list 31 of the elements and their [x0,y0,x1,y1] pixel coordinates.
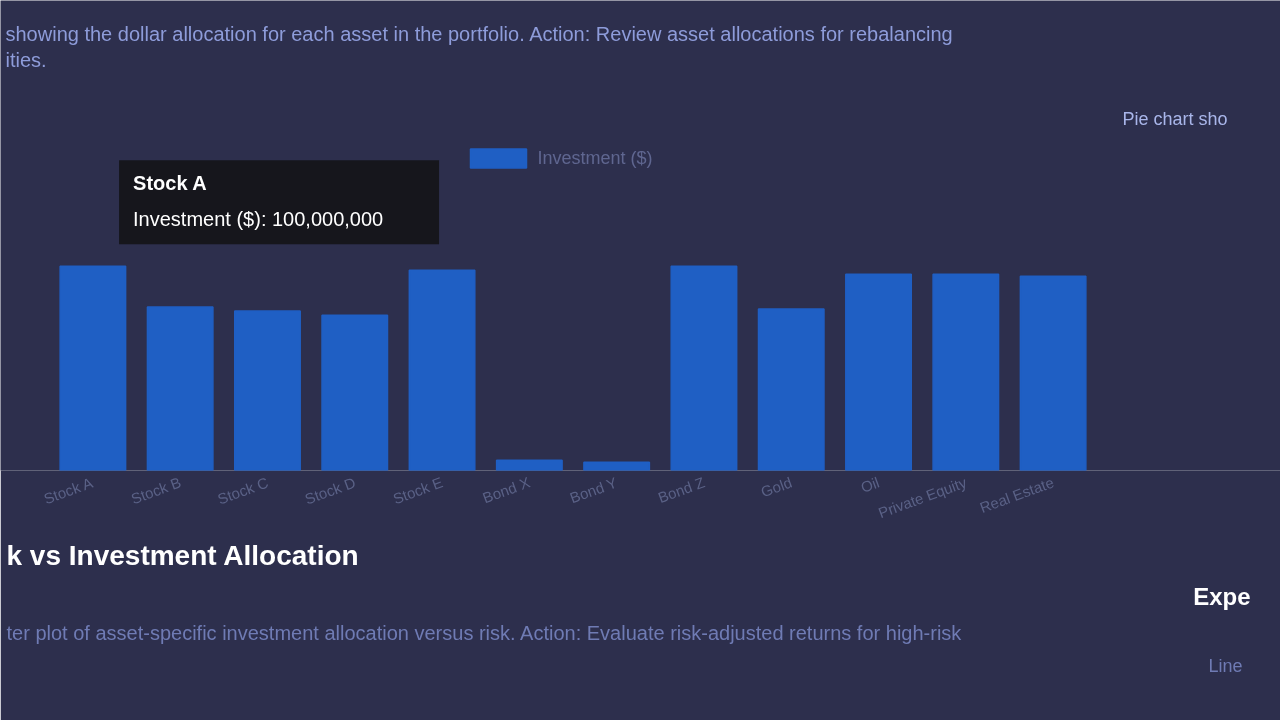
bar [670,265,738,471]
x-tick-label: Stock E [390,473,445,508]
x-tick-label: Real Estate [977,473,1057,517]
text: Expe [1193,582,1251,610]
text: Pie chart sho [1122,108,1228,129]
bar [408,269,476,471]
x-tick-label: Gold [758,473,795,501]
x-tick-label: Bond Y [567,473,620,507]
x-tick-label: Stock A [41,473,96,508]
text: Line [1208,655,1243,676]
bar [321,314,389,471]
legend-label: Investment ($) [537,147,653,169]
chart-subtitle: showing the dollar allocation for each asset in the portfolio. Action: Review asset allocations for rebalancing ities. [5,22,953,71]
bar [1019,275,1087,471]
x-tick-label: Stock D [302,473,358,508]
x-tick-label: Stock C [215,473,271,508]
annotation: Stock A Investment ($): 100,000,000 [133,172,384,231]
bar [757,308,825,471]
text: ter plot of asset-specific investment allocation versus risk. Action: Evaluate risk-adjusted returns for high-risk [6,621,963,644]
bar [146,306,214,471]
bar [932,273,1000,471]
bar [495,459,563,471]
x-tick-label: Bond Z [655,473,707,507]
x-tick-label: Stock B [128,473,184,508]
bar [845,273,913,471]
text: k vs Investment Allocation [6,539,359,571]
bar [583,461,651,471]
x-tick-label: Oil [858,473,882,496]
bar [233,310,301,471]
bar [59,265,127,471]
x-tick-label: Bond X [480,473,533,507]
